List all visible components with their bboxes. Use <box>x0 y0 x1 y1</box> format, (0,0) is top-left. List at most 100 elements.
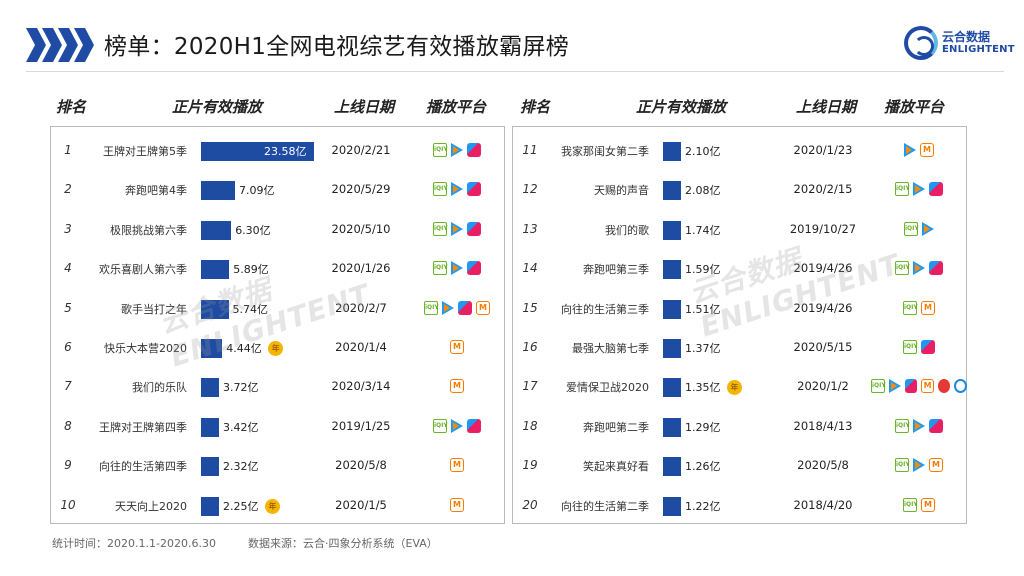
show-name: 王牌对王牌第5季 <box>103 145 187 158</box>
platform-icons: iQIY <box>409 261 505 276</box>
right-col-date-header: 上线日期 <box>796 98 857 116</box>
tencent-video-icon <box>913 261 925 276</box>
show-name: 奔跑吧第三季 <box>583 263 649 277</box>
tencent-video-icon <box>451 182 463 197</box>
header-divider <box>26 71 1004 72</box>
right-col-rank-header: 排名 <box>520 98 551 116</box>
tencent-video-icon <box>913 418 925 433</box>
launch-date: 2019/4/26 <box>793 261 853 276</box>
iqiyi-icon: iQIY <box>895 418 910 433</box>
youku-icon <box>467 418 481 433</box>
play-value-label: 7.09亿 <box>238 184 275 198</box>
rank-number: 12 <box>522 182 538 197</box>
iqiyi-icon: iQIY <box>903 300 918 315</box>
platform-icons: iQIY <box>871 221 967 236</box>
rank-number: 6 <box>64 340 72 354</box>
launch-date: 2020/1/5 <box>335 497 387 512</box>
play-bar <box>663 378 681 398</box>
mango-tv-icon: M <box>921 497 935 512</box>
iqiyi-icon: iQIY <box>433 261 448 276</box>
show-name: 向往的生活第四季 <box>99 460 187 474</box>
footer-source: 数据来源：云合·四象分析系统（EVA） <box>248 537 438 550</box>
iqiyi-icon: iQIY <box>433 221 448 236</box>
play-bar <box>201 142 314 161</box>
rank-number: 17 <box>522 379 538 394</box>
play-value-label: 1.22亿 <box>685 499 721 513</box>
tencent-video-icon <box>451 261 463 276</box>
play-value-label: 1.37亿 <box>685 342 721 355</box>
platform-icons: M <box>409 458 505 473</box>
rank-number: 3 <box>64 221 72 236</box>
rank-number: 5 <box>64 300 72 315</box>
platform-icons: M <box>409 497 505 512</box>
tencent-video-icon <box>904 143 916 157</box>
play-bar <box>663 260 681 280</box>
show-name: 我们的歌 <box>605 223 649 237</box>
show-name: 欢乐喜剧人第六季 <box>99 263 187 277</box>
launch-date: 2020/5/8 <box>797 458 849 473</box>
tencent-video-icon <box>889 379 901 394</box>
tencent-video-icon <box>913 458 925 473</box>
youku-icon <box>921 340 935 354</box>
youku-icon <box>929 182 943 197</box>
launch-date: 2020/2/15 <box>793 182 853 197</box>
show-name: 天赐的声音 <box>594 184 649 198</box>
mango-tv-icon: M <box>921 300 935 315</box>
ranking-row: 3 极限挑战第六季 6.30亿 2020/5/10 iQIY <box>51 212 504 248</box>
play-bar <box>663 457 681 477</box>
show-name: 奔跑吧第二季 <box>583 420 649 434</box>
tencent-video-icon <box>451 221 463 236</box>
mango-tv-icon: M <box>929 458 943 473</box>
youku-icon <box>467 182 481 197</box>
ranking-row: 6 快乐大本营2020 4.44亿年 2020/1/4 M <box>51 330 504 366</box>
play-bar <box>201 260 230 280</box>
launch-date: 2020/2/7 <box>335 300 387 315</box>
iqiyi-icon: iQIY <box>433 143 448 157</box>
rank-number: 10 <box>60 497 76 512</box>
brand-logo: 云合数据 ENLIGHTENT <box>904 24 1015 64</box>
launch-date: 2019/10/27 <box>789 221 857 236</box>
logo-en-text: ENLIGHTENT <box>942 44 1015 55</box>
rank-number: 8 <box>64 418 72 433</box>
left-col-platform-header: 播放平台 <box>426 98 487 116</box>
show-name: 歌手当打之年 <box>121 302 187 316</box>
ranking-row: 15 向往的生活第三季 1.51亿 2019/4/26 iQIY M <box>513 291 966 327</box>
show-name: 向往的生活第三季 <box>561 302 649 316</box>
play-value-label: 6.30亿 <box>235 223 271 237</box>
ranking-row: 16 最强大脑第七季 1.37亿 2020/5/15 iQIY <box>513 330 966 366</box>
iqiyi-icon: iQIY <box>895 182 910 197</box>
ranking-row: 5 歌手当打之年 5.74亿 2020/2/7 iQIY M <box>51 291 504 327</box>
play-bar <box>663 220 681 240</box>
iqiyi-icon: iQIY <box>895 261 910 276</box>
platform-icons: iQIY M <box>871 497 967 512</box>
play-value-label: 5.89亿 <box>233 263 269 277</box>
ranking-row: 19 笑起来真好看 1.26亿 2020/5/8 iQIY M <box>513 448 966 484</box>
launch-date: 2018/4/13 <box>793 418 853 433</box>
ranking-row: 18 奔跑吧第二季 1.29亿 2018/4/13 iQIY <box>513 409 966 445</box>
platform-icons: iQIY <box>871 340 967 354</box>
play-bar <box>663 417 681 437</box>
mango-tv-icon: M <box>476 300 490 315</box>
platform-icons: iQIY M <box>871 379 967 394</box>
play-value-label: 1.26亿 <box>685 460 721 474</box>
ranking-row: 11 我家那闺女第二季 2.10亿 2020/1/23 M <box>513 133 966 169</box>
youku-icon <box>458 300 472 315</box>
play-value-label: 1.59亿 <box>685 263 721 277</box>
ranking-row: 17 爱情保卫战2020 1.35亿年 2020/1/2 iQIY M <box>513 369 967 405</box>
iqiyi-icon: iQIY <box>424 300 439 315</box>
play-bar <box>663 299 681 319</box>
iqiyi-icon: iQIY <box>903 497 918 512</box>
launch-date: 2020/1/23 <box>793 143 853 157</box>
annual-badge-icon: 年 <box>268 341 284 356</box>
play-value-label: 2.25亿 <box>223 499 259 513</box>
logo-ring-icon <box>904 26 938 60</box>
play-value-label: 3.42亿 <box>223 420 259 434</box>
youku-icon <box>929 418 943 433</box>
rank-number: 11 <box>522 143 538 157</box>
show-name: 奔跑吧第4季 <box>125 184 187 198</box>
mango-tv-icon: M <box>921 379 934 394</box>
platform-icons: iQIY <box>871 182 967 197</box>
right-col-platform-header: 播放平台 <box>884 98 945 116</box>
mango-tv-icon: M <box>450 379 464 394</box>
youku-icon <box>467 261 481 276</box>
